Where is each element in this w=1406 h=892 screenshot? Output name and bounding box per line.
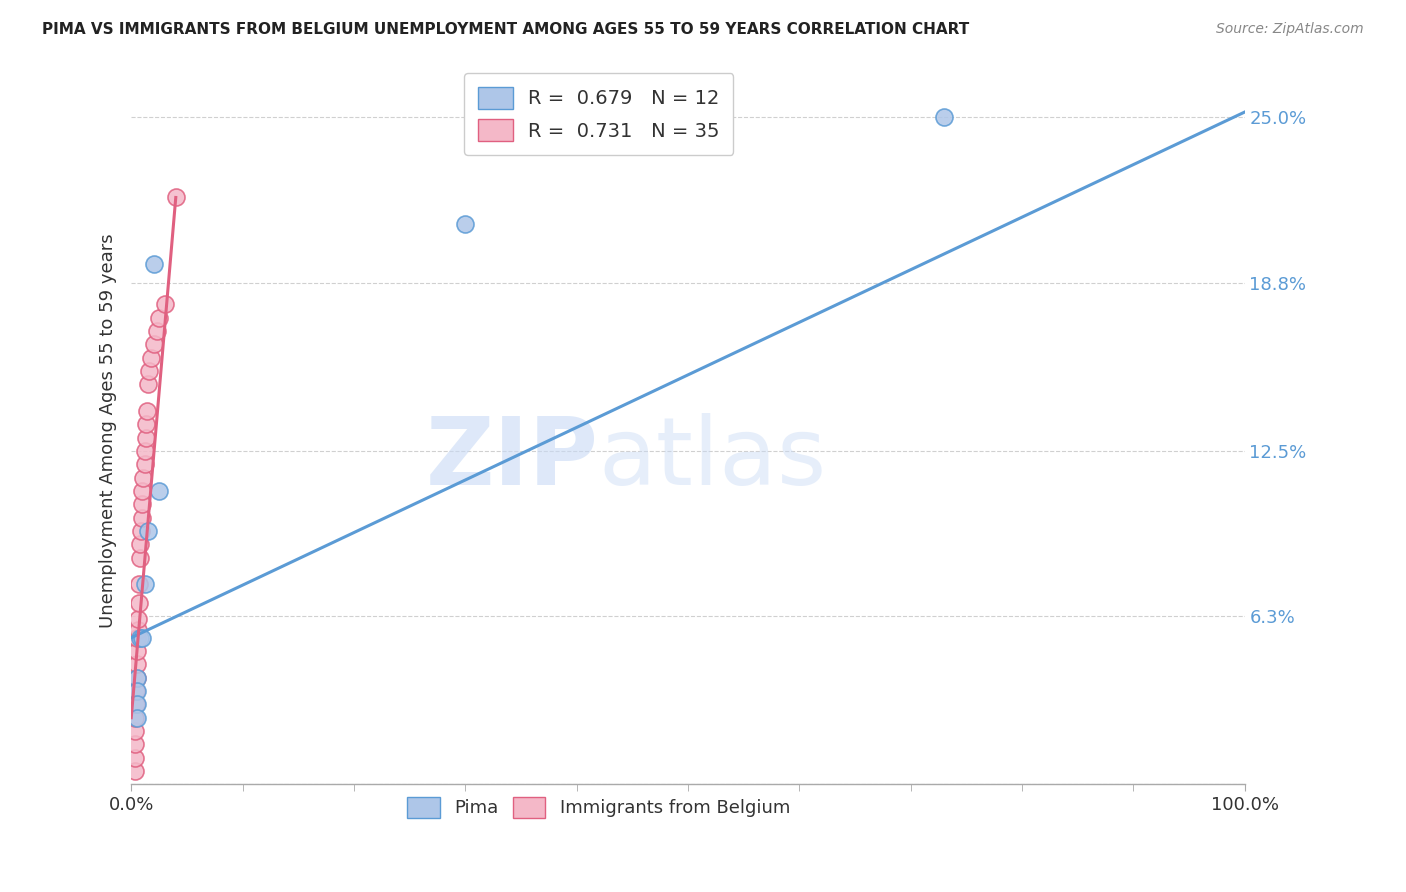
Point <box>125 631 148 645</box>
Point <box>148 483 170 498</box>
Point <box>131 631 153 645</box>
Y-axis label: Unemployment Among Ages 55 to 59 years: Unemployment Among Ages 55 to 59 years <box>100 234 117 628</box>
Text: PIMA VS IMMIGRANTS FROM BELGIUM UNEMPLOYMENT AMONG AGES 55 TO 59 YEARS CORRELATI: PIMA VS IMMIGRANTS FROM BELGIUM UNEMPLOY… <box>42 22 969 37</box>
Point <box>142 337 165 351</box>
Point <box>125 657 148 672</box>
Point <box>128 577 150 591</box>
Point <box>125 684 148 698</box>
Legend: Pima, Immigrants from Belgium: Pima, Immigrants from Belgium <box>401 789 797 825</box>
Point <box>135 404 157 418</box>
Point <box>131 483 153 498</box>
Point <box>141 351 163 365</box>
Point <box>136 377 159 392</box>
Text: atlas: atlas <box>599 413 827 505</box>
Point <box>129 550 152 565</box>
Point <box>135 431 157 445</box>
Point <box>124 724 146 739</box>
Point <box>129 524 152 538</box>
Point <box>134 577 156 591</box>
Point <box>142 257 165 271</box>
Point <box>135 417 157 432</box>
Point <box>127 623 149 637</box>
Point <box>136 524 159 538</box>
Point <box>134 457 156 471</box>
Point <box>124 750 146 764</box>
Point <box>127 612 149 626</box>
Point <box>165 190 187 204</box>
Point <box>125 684 148 698</box>
Point <box>132 470 155 484</box>
Point <box>124 764 146 778</box>
Point <box>128 596 150 610</box>
Point <box>125 698 148 712</box>
Text: Source: ZipAtlas.com: Source: ZipAtlas.com <box>1216 22 1364 37</box>
Point <box>131 510 153 524</box>
Point <box>146 324 169 338</box>
Point <box>129 631 152 645</box>
Point <box>932 111 955 125</box>
Text: ZIP: ZIP <box>426 413 599 505</box>
Point <box>125 671 148 685</box>
Point <box>131 497 153 511</box>
Point <box>153 297 176 311</box>
Point <box>125 644 148 658</box>
Point <box>134 444 156 458</box>
Point <box>148 310 170 325</box>
Point <box>454 217 477 231</box>
Point <box>138 364 160 378</box>
Point <box>125 711 148 725</box>
Point <box>124 711 146 725</box>
Point <box>125 671 148 685</box>
Point <box>125 698 148 712</box>
Point <box>124 738 146 752</box>
Point <box>129 537 152 551</box>
